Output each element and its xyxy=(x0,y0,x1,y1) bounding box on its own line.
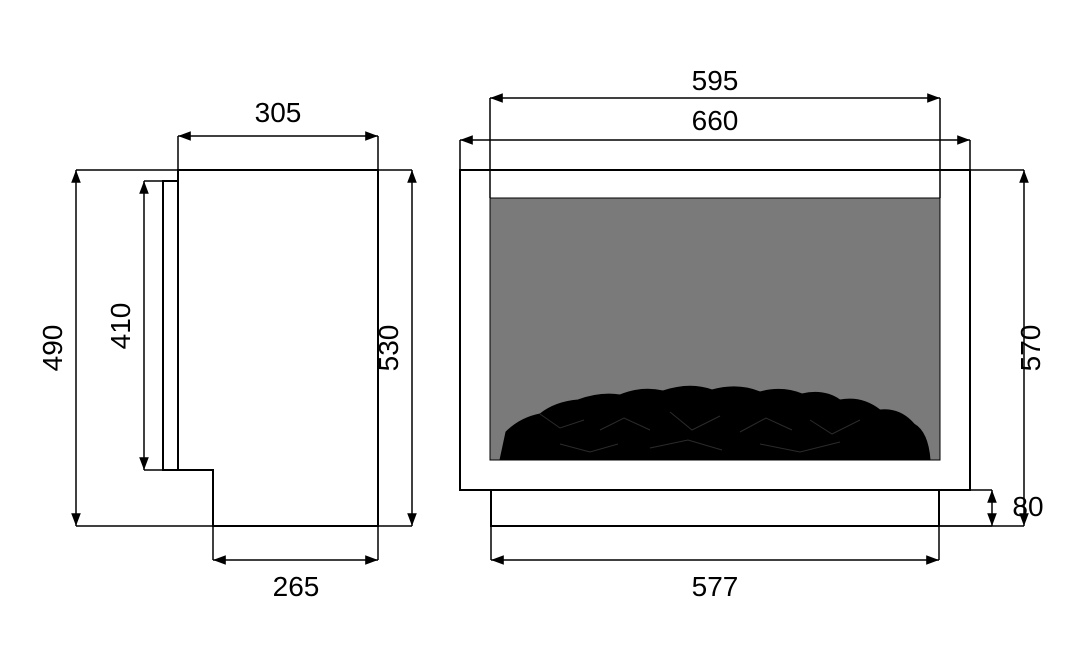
dim-490: 490 xyxy=(37,170,76,526)
dim-577: 577 xyxy=(491,526,939,602)
dim-490-label: 490 xyxy=(37,325,68,372)
dim-80-label: 80 xyxy=(1012,491,1043,522)
dim-570-label: 570 xyxy=(1015,325,1046,372)
dim-595: 595 xyxy=(490,65,940,98)
dim-577-label: 577 xyxy=(692,571,739,602)
dim-660: 660 xyxy=(460,105,970,170)
dim-305: 305 xyxy=(178,97,378,170)
dim-570: 570 xyxy=(1015,170,1046,526)
dim-265-label: 265 xyxy=(273,571,320,602)
dim-265: 265 xyxy=(213,526,378,602)
dim-660-label: 660 xyxy=(692,105,739,136)
dim-595-label: 595 xyxy=(692,65,739,96)
dim-410: 410 xyxy=(105,181,144,470)
front-view xyxy=(460,170,970,526)
side-back-tab xyxy=(163,181,178,470)
front-base xyxy=(491,490,939,526)
dim-80: 80 xyxy=(992,490,1044,526)
dim-530-label: 530 xyxy=(373,325,404,372)
side-body xyxy=(178,170,378,526)
dim-305-label: 305 xyxy=(255,97,302,128)
dim-410-label: 410 xyxy=(105,303,136,350)
side-view xyxy=(163,170,378,526)
